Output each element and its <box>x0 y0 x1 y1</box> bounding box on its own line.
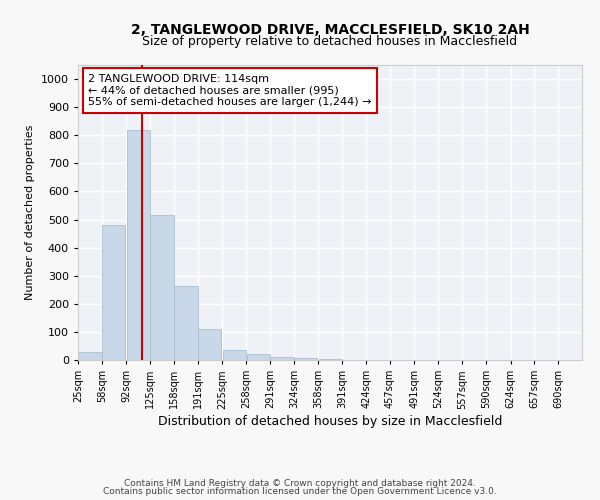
Bar <box>319 358 342 360</box>
Bar <box>175 286 197 360</box>
Text: 2, TANGLEWOOD DRIVE, MACCLESFIELD, SK10 2AH: 2, TANGLEWOOD DRIVE, MACCLESFIELD, SK10 … <box>131 22 529 36</box>
Text: Size of property relative to detached houses in Macclesfield: Size of property relative to detached ho… <box>142 35 518 48</box>
X-axis label: Distribution of detached houses by size in Macclesfield: Distribution of detached houses by size … <box>158 416 502 428</box>
Bar <box>247 354 270 360</box>
Bar <box>127 130 150 360</box>
Bar <box>102 225 125 360</box>
Bar <box>294 358 317 360</box>
Bar <box>78 352 101 360</box>
Bar <box>223 350 246 360</box>
Text: 2 TANGLEWOOD DRIVE: 114sqm
← 44% of detached houses are smaller (995)
55% of sem: 2 TANGLEWOOD DRIVE: 114sqm ← 44% of deta… <box>88 74 371 107</box>
Y-axis label: Number of detached properties: Number of detached properties <box>25 125 35 300</box>
Bar <box>198 329 221 360</box>
Text: Contains HM Land Registry data © Crown copyright and database right 2024.: Contains HM Land Registry data © Crown c… <box>124 478 476 488</box>
Bar <box>151 216 174 360</box>
Bar <box>271 357 293 360</box>
Text: Contains public sector information licensed under the Open Government Licence v3: Contains public sector information licen… <box>103 488 497 496</box>
